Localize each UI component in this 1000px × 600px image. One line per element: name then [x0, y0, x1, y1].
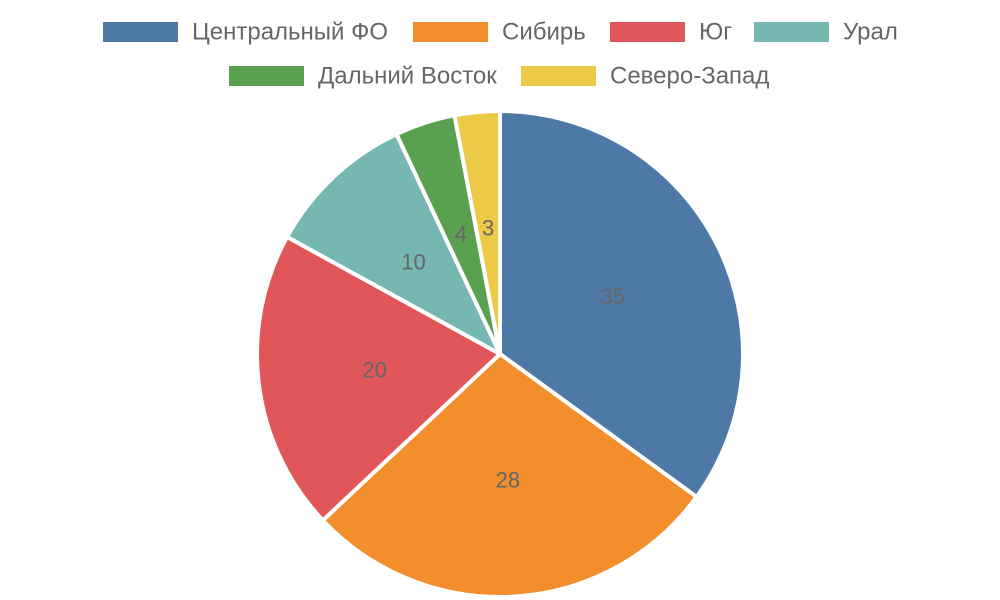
- data-label: 3: [482, 216, 494, 241]
- pie-slice[interactable]: [255, 234, 502, 523]
- legend-swatch: [413, 22, 488, 42]
- data-label: 28: [496, 468, 520, 493]
- pie-slice[interactable]: [285, 132, 502, 356]
- legend-swatch: [521, 66, 596, 86]
- pie-slices: [255, 109, 745, 599]
- legend-item[interactable]: Юг: [610, 19, 732, 46]
- data-label: 35: [600, 284, 624, 309]
- legend-item[interactable]: Дальний Восток: [229, 63, 497, 90]
- data-label: 20: [362, 357, 386, 382]
- legend-swatch: [229, 66, 304, 86]
- legend-item[interactable]: Сибирь: [413, 19, 586, 46]
- legend-item[interactable]: Центральный ФО: [103, 19, 388, 46]
- legend-swatch: [103, 22, 178, 42]
- pie-slice[interactable]: [320, 352, 699, 599]
- legend-swatch: [754, 22, 829, 42]
- legend-item[interactable]: Урал: [754, 19, 898, 46]
- legend-item[interactable]: Северо-Запад: [521, 63, 769, 90]
- legend: Центральный ФО Сибирь Юг Урал Дальний Восток…: [103, 19, 898, 90]
- data-labels: 35 28 20 10 4 3: [362, 216, 624, 493]
- legend-label: Юг: [699, 19, 732, 46]
- legend-label: Дальний Восток: [318, 63, 497, 90]
- pie-slice[interactable]: [452, 109, 502, 356]
- pie-slice[interactable]: [498, 109, 745, 499]
- legend-swatch: [610, 22, 685, 42]
- legend-label: Центральный ФО: [192, 19, 388, 46]
- legend-label: Сибирь: [502, 19, 586, 46]
- legend-label: Северо-Запад: [610, 63, 769, 90]
- legend-label: Урал: [843, 19, 898, 46]
- data-label: 10: [401, 249, 425, 274]
- data-label: 4: [455, 221, 467, 246]
